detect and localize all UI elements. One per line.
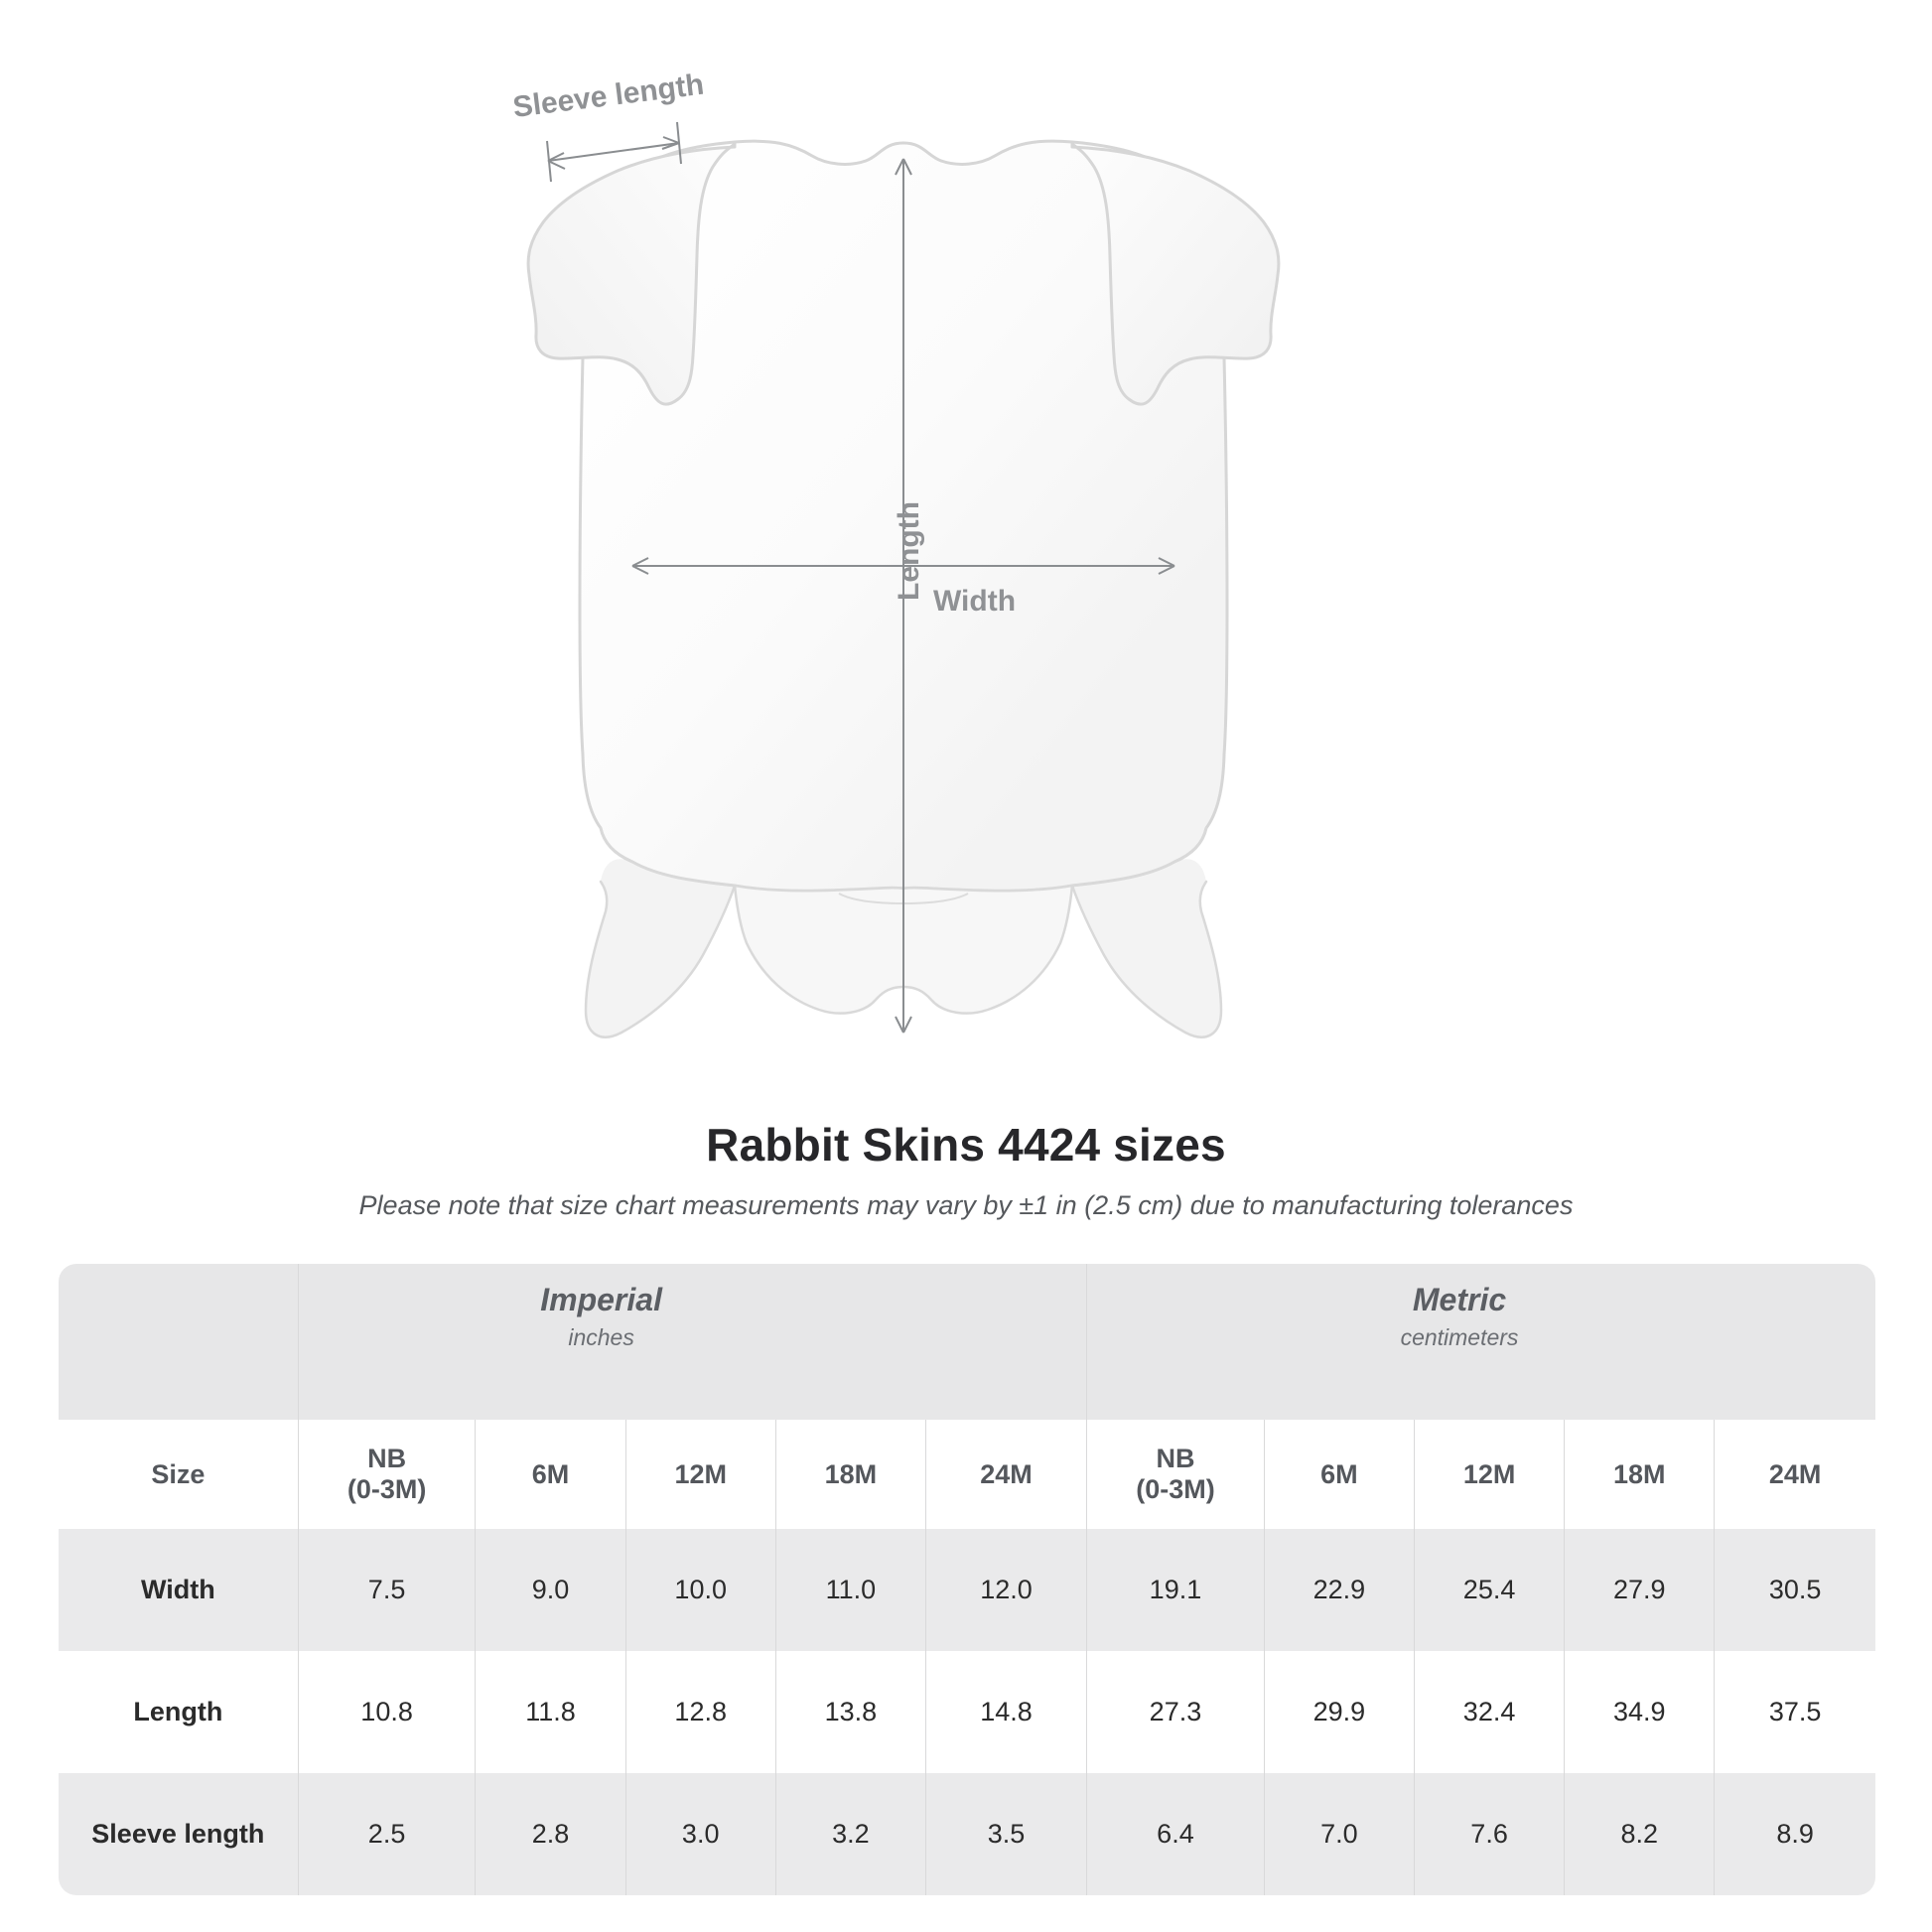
svg-text:Length: Length (893, 501, 925, 601)
svg-text:Sleeve length: Sleeve length (511, 69, 706, 124)
svg-text:Width: Width (933, 585, 1016, 618)
